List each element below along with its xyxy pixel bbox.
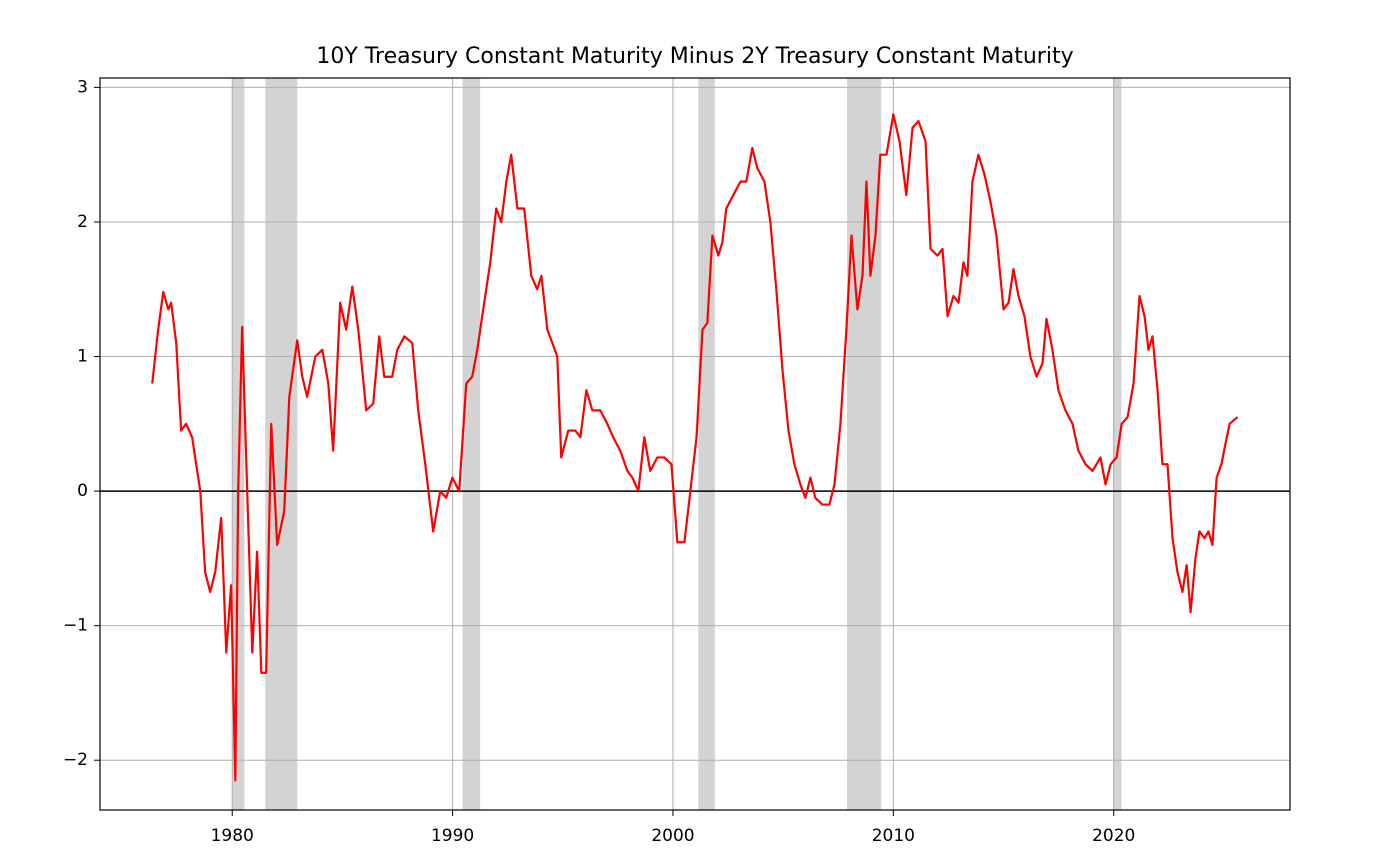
chart-title: 10Y Treasury Constant Maturity Minus 2Y … bbox=[316, 44, 1073, 69]
x-tick-label: 2020 bbox=[1092, 826, 1135, 846]
recession-band bbox=[698, 78, 715, 810]
y-tick-label: 0 bbox=[77, 481, 88, 501]
x-tick-label: 1980 bbox=[211, 826, 254, 846]
y-tick-label: −2 bbox=[63, 750, 88, 770]
data-line bbox=[151, 113, 1239, 782]
y-tick-label: 1 bbox=[77, 347, 88, 367]
recession-band bbox=[1113, 78, 1122, 810]
plot-frame bbox=[99, 77, 1291, 811]
y-tick-label: 3 bbox=[77, 77, 88, 97]
recession-band bbox=[462, 78, 481, 810]
recession-band bbox=[847, 78, 882, 810]
y-tick-label: −1 bbox=[63, 616, 88, 636]
y-tick-label: 2 bbox=[77, 212, 88, 232]
x-tick-label: 2010 bbox=[872, 826, 915, 846]
x-tick-label: 2000 bbox=[651, 826, 694, 846]
x-tick-label: 1990 bbox=[431, 826, 474, 846]
